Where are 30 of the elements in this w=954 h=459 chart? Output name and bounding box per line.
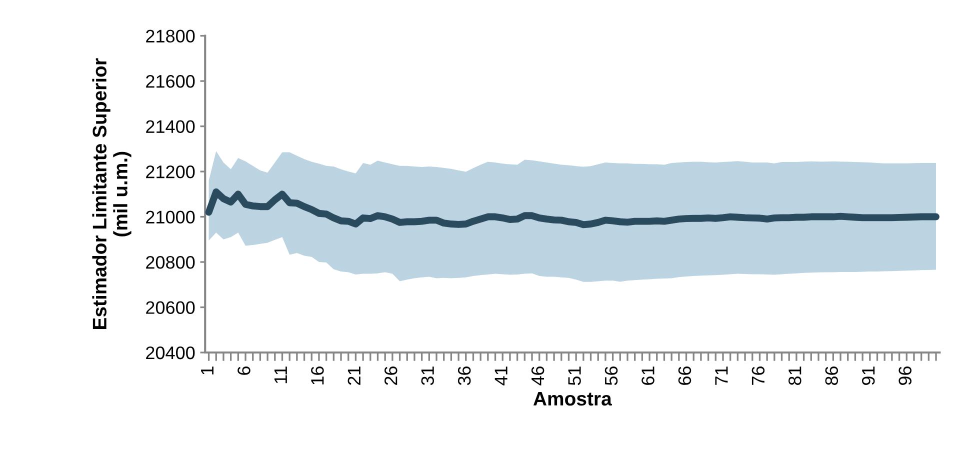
x-tick-label: 1 [201, 366, 214, 374]
x-tick-label: 71 [715, 366, 728, 385]
x-tick-label: 51 [568, 366, 581, 386]
x-tick-label: 11 [274, 366, 287, 384]
y-axis-title: Estimador Limitante Superior (mil u.m.) [92, 58, 132, 329]
x-tick-label: 26 [384, 366, 398, 385]
y-tick-label: 20600 [146, 301, 195, 314]
y-tick-label: 20400 [146, 346, 195, 360]
x-tick-label: 96 [898, 366, 912, 385]
y-tick-label: 21400 [146, 120, 195, 134]
y-tick-label: 21800 [146, 30, 195, 43]
x-tick-label: 86 [825, 366, 838, 386]
y-tick-label: 21600 [146, 74, 195, 88]
x-tick-label: 66 [678, 366, 692, 385]
x-tick-label: 16 [311, 366, 324, 384]
x-tick-label: 36 [458, 366, 471, 386]
x-tick-label: 61 [642, 366, 654, 385]
x-tick-label: 81 [788, 366, 802, 386]
x-tick-label: 46 [531, 366, 544, 386]
x-axis-title: Amostra [533, 392, 612, 406]
x-tick-label: 91 [862, 366, 875, 385]
y-tick-label: 21200 [146, 165, 195, 178]
x-tick-label: 76 [752, 366, 765, 385]
x-tick-label: 56 [604, 366, 618, 386]
x-tick-label: 6 [238, 366, 250, 375]
x-tick-label: 31 [421, 366, 434, 386]
y-tick-label: 21000 [146, 210, 195, 224]
x-tick-label: 41 [494, 366, 508, 386]
x-tick-label: 21 [348, 366, 360, 385]
y-tick-label: 20800 [146, 256, 195, 269]
